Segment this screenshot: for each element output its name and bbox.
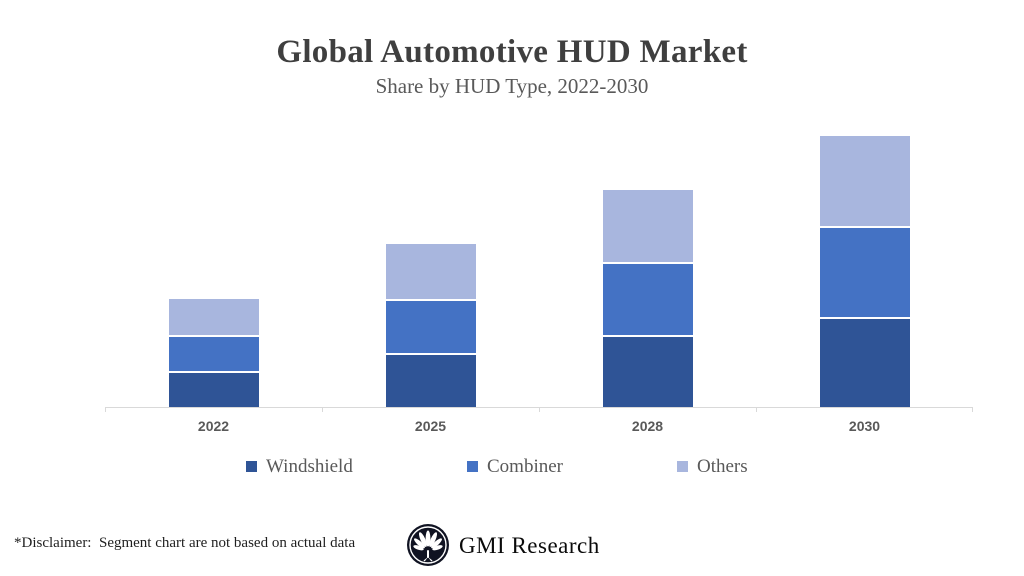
- bar-segment-combiner: [819, 226, 910, 317]
- bar-segment-combiner: [385, 298, 476, 353]
- legend-label: Windshield: [266, 456, 353, 477]
- legend-item-combiner: Combiner: [467, 457, 563, 476]
- chart-subtitle: Share by HUD Type, 2022-2030: [375, 74, 649, 98]
- plot-area: 2022 2025 2028 2030: [105, 136, 973, 434]
- brand: GMI Research: [406, 523, 600, 567]
- legend-swatch-icon: [246, 461, 257, 472]
- tree-fan-logo-icon: [407, 524, 449, 566]
- bar-segment-windshield: [819, 316, 910, 407]
- stacked-bar: [602, 190, 693, 407]
- legend-swatch-icon: [467, 461, 478, 472]
- axis-tick: [972, 407, 973, 412]
- x-axis-label: 2022: [197, 418, 230, 434]
- stacked-bar: [385, 244, 476, 407]
- x-axis-label: 2028: [631, 418, 664, 434]
- bar-column: 2025: [322, 136, 539, 434]
- bar-segment-others: [819, 136, 910, 227]
- bar-column: 2028: [539, 136, 756, 434]
- stacked-bar: [168, 298, 259, 407]
- legend-item-others: Others: [677, 457, 748, 476]
- bar-segment-others: [602, 190, 693, 263]
- legend-swatch-icon: [677, 461, 688, 472]
- axis-tick: [322, 407, 323, 412]
- legend: Windshield Combiner Others: [0, 457, 1024, 483]
- bar-column: 2022: [105, 136, 322, 434]
- bar-column: 2030: [756, 136, 973, 434]
- axis-tick: [756, 407, 757, 412]
- stacked-bar: [819, 136, 910, 407]
- bar-segment-combiner: [168, 334, 259, 371]
- axis-tick: [539, 407, 540, 412]
- bar-segment-others: [385, 244, 476, 299]
- legend-item-windshield: Windshield: [246, 457, 353, 476]
- x-axis-label: 2025: [414, 418, 447, 434]
- legend-label: Others: [697, 456, 748, 477]
- legend-label: Combiner: [487, 456, 563, 477]
- disclaimer-text: *Disclaimer: Segment chart are not based…: [14, 535, 356, 551]
- axis-tick: [105, 407, 106, 412]
- bar-segment-windshield: [385, 352, 476, 407]
- brand-name: GMI Research: [459, 532, 600, 558]
- bar-columns: 2022 2025 2028 2030: [105, 136, 973, 434]
- bar-segment-windshield: [602, 334, 693, 407]
- x-axis-label: 2030: [848, 418, 881, 434]
- bar-segment-windshield: [168, 370, 259, 407]
- chart-title: Global Automotive HUD Market: [276, 34, 748, 70]
- bar-segment-combiner: [602, 262, 693, 335]
- bar-segment-others: [168, 298, 259, 335]
